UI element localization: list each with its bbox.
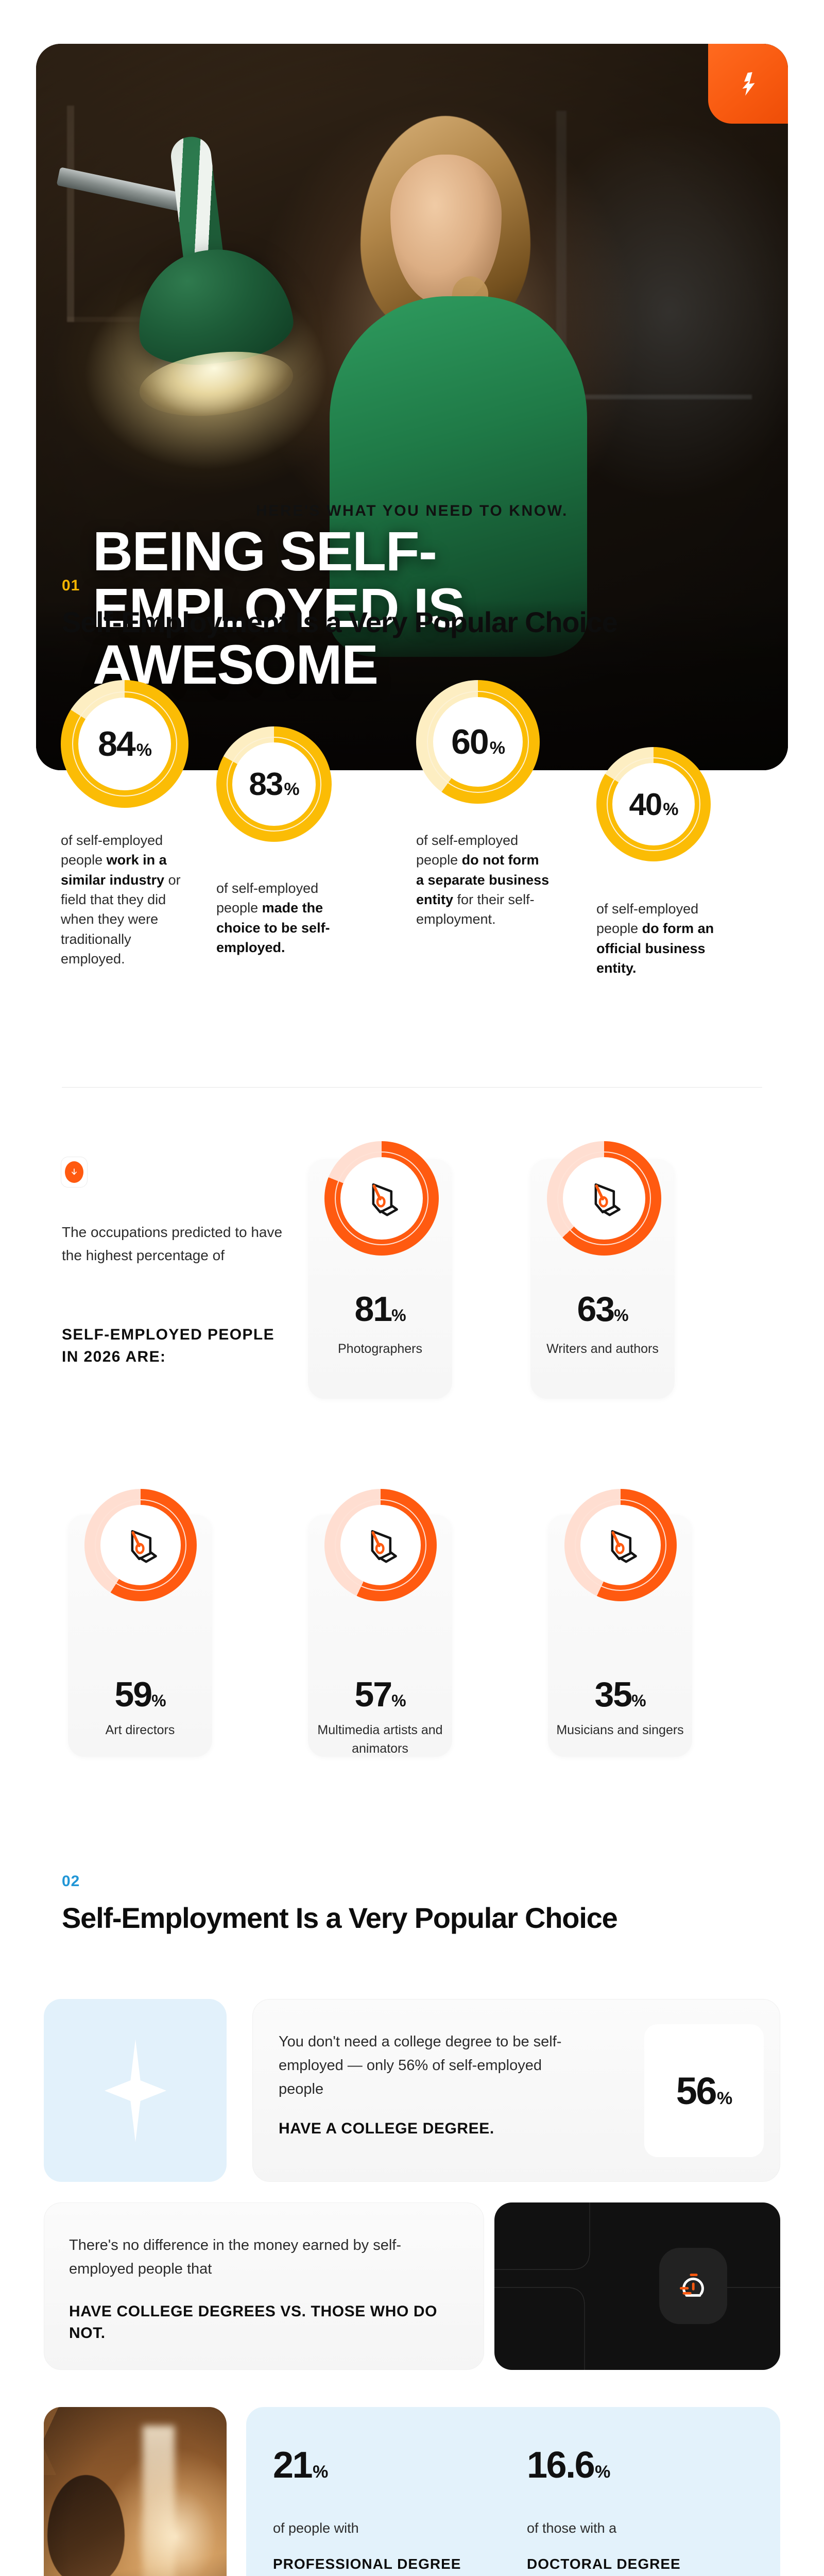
spark-card <box>44 1999 227 2182</box>
degree-line1-166: of those with a <box>527 2520 617 2536</box>
arrow-down-badge <box>61 1157 88 1188</box>
speed-dial-icon <box>659 2248 727 2324</box>
donut-value-84: 84% <box>98 724 152 764</box>
pen-nib-icon <box>372 1183 398 1216</box>
stat-block-83: 83% <box>216 726 332 842</box>
occupation-label-art-directors: Art directors <box>105 1723 175 1737</box>
degree-strong-166: DOCTORAL DEGREE <box>527 2556 681 2572</box>
hero-banner: BEING SELF-EMPLOYED IS AWESOME <box>36 44 788 770</box>
donut-chart-84: 84% <box>61 680 188 808</box>
occupations-intro: The occupations predicted to have the hi… <box>62 1224 283 1263</box>
section-01-title: Self-Employment Is a Very Popular Choice <box>62 606 618 638</box>
section-02-title: Self-Employment Is a Very Popular Choice <box>62 1902 618 1934</box>
college-degree-strong: HAVE A COLLEGE DEGREE. <box>279 2120 494 2137</box>
stat-copy-84: of self-employed people work in a simila… <box>61 833 181 967</box>
occupation-donut-81 <box>324 1141 439 1256</box>
occupation-value-63: 63% <box>577 1290 628 1329</box>
pen-nib-icon <box>611 1530 637 1563</box>
donut-chart-40: 40% <box>596 747 711 861</box>
stat-copy-60: of self-employed people do not form a se… <box>416 833 550 927</box>
college-degree-text: You don't need a college degree to be se… <box>279 2033 562 2097</box>
bizee-logo-icon[interactable] <box>708 44 788 124</box>
occupation-donut-57 <box>324 1489 437 1601</box>
occupation-donut-35 <box>564 1489 677 1601</box>
occupation-label-musicians: Musicians and singers <box>556 1723 684 1737</box>
stat-block-40: 40% <box>596 747 711 861</box>
donut-value-83: 83% <box>249 766 299 802</box>
occupations-intro-bold: SELF-EMPLOYED PEOPLE IN 2026 ARE: <box>62 1326 275 1365</box>
pen-nib-icon <box>131 1530 157 1563</box>
kicker-text: HERE'S WHAT YOU NEED TO KNOW. <box>256 502 568 519</box>
section-01-number: 01 <box>62 577 80 594</box>
photo-vignette <box>44 2407 227 2576</box>
stat-copy-83: of self-employed people made the choice … <box>216 880 330 955</box>
donut-chart-60: 60% <box>416 680 540 804</box>
college-degree-value-chip: 56% <box>644 2024 764 2157</box>
occupation-value-57: 57% <box>354 1675 406 1714</box>
pen-nib-icon <box>371 1530 397 1563</box>
sparkle-icon <box>105 2039 166 2142</box>
occupation-label-writers: Writers and authors <box>546 1342 659 1356</box>
money-difference-text: There's no difference in the money earne… <box>69 2237 401 2277</box>
occupation-value-35: 35% <box>594 1675 646 1714</box>
pen-nib-icon <box>594 1183 621 1216</box>
donut-value-60: 60% <box>451 722 505 761</box>
dark-card-lines <box>494 2202 780 2370</box>
stat-copy-40: of self-employed people do form an offic… <box>596 901 714 976</box>
degree-line1-21: of people with <box>273 2520 359 2536</box>
money-difference-card: There's no difference in the money earne… <box>44 2202 484 2370</box>
occupation-value-59: 59% <box>114 1675 166 1714</box>
hero-title: BEING SELF-EMPLOYED IS AWESOME <box>93 519 465 696</box>
stat-block-84: 84% <box>61 680 188 808</box>
occupation-donut-63 <box>547 1141 661 1256</box>
donut-value-40: 40% <box>629 787 679 822</box>
college-degree-card: You don't need a college degree to be se… <box>252 1999 780 2182</box>
section-divider <box>62 1087 762 1088</box>
dark-accent-card <box>494 2202 780 2370</box>
section-02-number: 02 <box>62 1873 80 1890</box>
reading-photo-card <box>44 2407 227 2576</box>
occupation-label-multimedia: Multimedia artists and animators <box>317 1723 443 1756</box>
occupation-value-81: 81% <box>354 1290 406 1329</box>
stat-block-60: 60% <box>416 680 540 804</box>
degree-strong-21: PROFESSIONAL DEGREE <box>273 2556 461 2572</box>
arrow-down-icon <box>65 1161 83 1183</box>
donut-chart-83: 83% <box>216 726 332 842</box>
money-difference-strong: HAVE COLLEGE DEGREES VS. THOSE WHO DO NO… <box>69 2303 438 2342</box>
occupation-donut-59 <box>84 1489 197 1601</box>
degree-stats-card: 21% of people with PROFESSIONAL DEGREE a… <box>246 2407 780 2576</box>
degree-value-21: 21% <box>273 2445 328 2486</box>
occupation-label-photographers: Photographers <box>337 1342 422 1356</box>
degree-value-166: 16.6% <box>527 2445 610 2486</box>
hero-vignette <box>36 44 788 770</box>
